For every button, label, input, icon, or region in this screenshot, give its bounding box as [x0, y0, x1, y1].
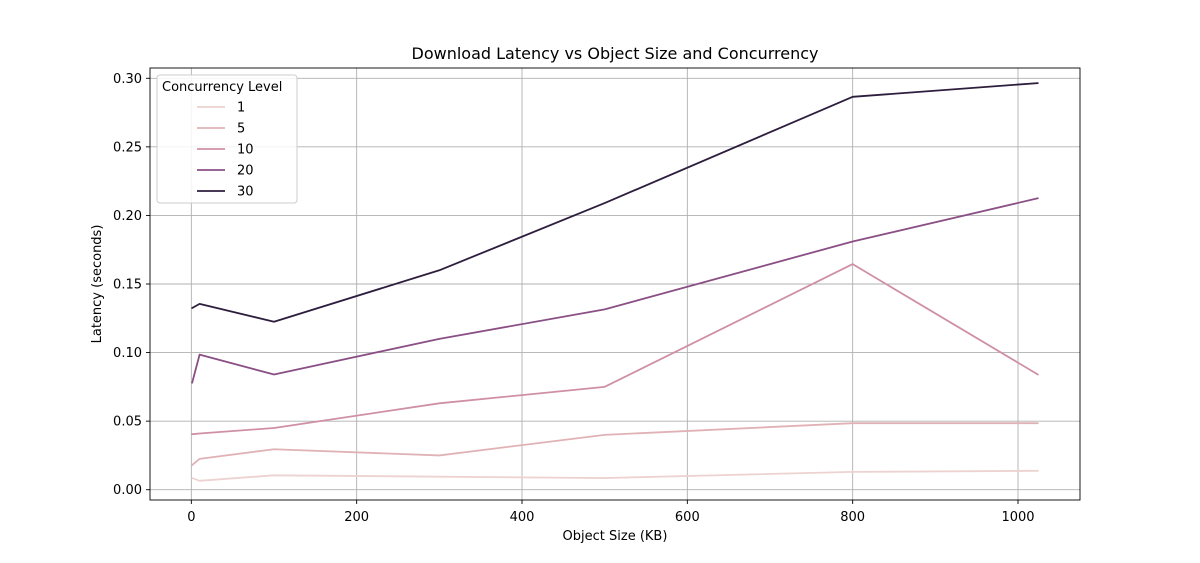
y-axis-label: Latency (seconds) — [90, 225, 105, 344]
series-line-5 — [191, 422, 1039, 466]
legend-title: Concurrency Level — [162, 80, 282, 95]
x-tick-label: 1000 — [1001, 510, 1034, 525]
legend-label-5: 5 — [237, 122, 245, 137]
x-tick-label: 200 — [344, 510, 369, 525]
x-tick-label: 600 — [675, 510, 700, 525]
legend-label-1: 1 — [237, 101, 245, 116]
y-tick-label: 0.15 — [113, 278, 142, 293]
y-tick-label: 0.25 — [113, 140, 142, 155]
legend-entries: 1 5 10 20 30 — [197, 101, 254, 200]
legend-label-30: 30 — [237, 185, 254, 200]
y-tick-label: 0.30 — [113, 72, 142, 87]
series-line-20 — [191, 197, 1039, 384]
grid — [150, 68, 1080, 500]
x-axis-label: Object Size (KB) — [563, 529, 668, 544]
legend-box — [156, 74, 298, 204]
series-line-1 — [191, 469, 1039, 482]
legend: Concurrency Level 1 5 10 20 30 — [156, 74, 298, 204]
ticks: 0 200 400 600 800 1000 0.00 0.05 0.10 0.15 0.20 0.2… — [113, 72, 1035, 525]
legend-label-20: 20 — [237, 164, 254, 179]
x-tick-label: 400 — [510, 510, 535, 525]
series-line-10 — [191, 263, 1039, 436]
y-tick-label: 0.00 — [113, 483, 142, 498]
legend-label-10: 10 — [237, 143, 254, 158]
y-tick-label: 0.20 — [113, 209, 142, 224]
y-tick-label: 0.10 — [113, 346, 142, 361]
x-tick-label: 800 — [840, 510, 865, 525]
plot-area: 0 200 400 600 800 1000 0.00 0.05 0.10 0.15 0.20 0.2… — [113, 67, 1081, 525]
series-line-30 — [191, 82, 1039, 323]
y-tick-label: 0.05 — [113, 415, 142, 430]
x-tick-label: 0 — [187, 510, 195, 525]
series-layer — [191, 82, 1039, 482]
chart-title: Download Latency vs Object Size and Conc… — [412, 44, 819, 63]
